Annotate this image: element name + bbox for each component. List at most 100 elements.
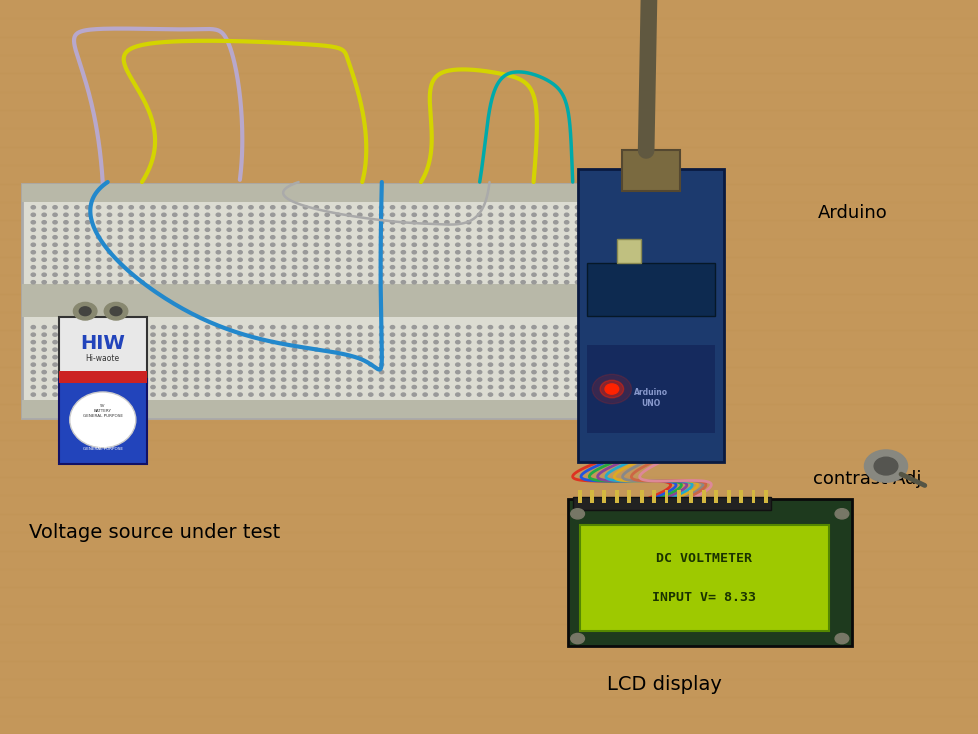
Circle shape <box>74 371 79 374</box>
Circle shape <box>575 258 579 261</box>
Circle shape <box>205 326 209 329</box>
Circle shape <box>282 258 286 261</box>
Circle shape <box>510 333 513 336</box>
Circle shape <box>292 385 296 389</box>
Circle shape <box>74 206 79 209</box>
Circle shape <box>542 371 547 374</box>
Circle shape <box>97 393 101 396</box>
Circle shape <box>379 243 383 247</box>
Circle shape <box>248 333 253 336</box>
Circle shape <box>259 371 264 374</box>
Circle shape <box>499 213 503 217</box>
Circle shape <box>607 250 611 254</box>
Circle shape <box>325 363 329 366</box>
Circle shape <box>292 341 296 344</box>
Circle shape <box>205 266 209 269</box>
Circle shape <box>455 273 460 276</box>
Circle shape <box>205 243 209 247</box>
Circle shape <box>282 273 286 276</box>
Circle shape <box>129 326 133 329</box>
Circle shape <box>488 378 492 381</box>
Circle shape <box>259 228 264 231</box>
Circle shape <box>640 333 645 336</box>
Circle shape <box>161 228 166 231</box>
Circle shape <box>108 213 111 217</box>
Circle shape <box>172 228 177 231</box>
Circle shape <box>183 221 188 224</box>
Circle shape <box>74 266 79 269</box>
Circle shape <box>607 221 611 224</box>
Circle shape <box>161 378 166 381</box>
Circle shape <box>151 363 156 366</box>
Circle shape <box>575 385 579 389</box>
Circle shape <box>73 302 97 320</box>
Circle shape <box>368 341 373 344</box>
Circle shape <box>455 385 460 389</box>
Circle shape <box>97 348 101 352</box>
Circle shape <box>108 221 111 224</box>
Circle shape <box>379 333 383 336</box>
Circle shape <box>357 363 362 366</box>
Circle shape <box>97 236 101 239</box>
Circle shape <box>151 355 156 359</box>
Circle shape <box>444 341 449 344</box>
Circle shape <box>586 378 590 381</box>
Circle shape <box>42 206 46 209</box>
Circle shape <box>118 266 122 269</box>
Circle shape <box>346 250 351 254</box>
Circle shape <box>455 280 460 284</box>
Circle shape <box>270 326 275 329</box>
Circle shape <box>346 348 351 352</box>
Circle shape <box>205 348 209 352</box>
Circle shape <box>53 250 57 254</box>
Circle shape <box>205 213 209 217</box>
Circle shape <box>259 243 264 247</box>
Circle shape <box>455 333 460 336</box>
Circle shape <box>282 213 286 217</box>
Circle shape <box>140 333 144 336</box>
Circle shape <box>227 371 231 374</box>
Circle shape <box>520 280 525 284</box>
Circle shape <box>477 213 481 217</box>
Circle shape <box>42 371 46 374</box>
Circle shape <box>216 355 220 359</box>
Circle shape <box>292 326 296 329</box>
Circle shape <box>651 250 655 254</box>
Circle shape <box>467 341 470 344</box>
Circle shape <box>510 250 513 254</box>
Circle shape <box>282 221 286 224</box>
Circle shape <box>357 250 362 254</box>
Circle shape <box>335 236 340 239</box>
Circle shape <box>129 273 133 276</box>
Circle shape <box>488 243 492 247</box>
Circle shape <box>259 385 264 389</box>
Circle shape <box>520 355 525 359</box>
Circle shape <box>216 326 220 329</box>
Circle shape <box>357 341 362 344</box>
Circle shape <box>161 363 166 366</box>
Circle shape <box>401 250 405 254</box>
Circle shape <box>379 385 383 389</box>
Circle shape <box>53 326 57 329</box>
Circle shape <box>477 348 481 352</box>
Circle shape <box>216 333 220 336</box>
Circle shape <box>553 280 557 284</box>
Circle shape <box>42 341 46 344</box>
Circle shape <box>118 355 122 359</box>
Circle shape <box>586 228 590 231</box>
Circle shape <box>401 243 405 247</box>
Circle shape <box>85 258 90 261</box>
Circle shape <box>531 243 536 247</box>
Circle shape <box>270 273 275 276</box>
Circle shape <box>216 363 220 366</box>
Circle shape <box>42 385 46 389</box>
Bar <box>22 184 687 203</box>
Circle shape <box>216 348 220 352</box>
Circle shape <box>346 363 351 366</box>
Circle shape <box>607 393 611 396</box>
Circle shape <box>422 385 426 389</box>
Circle shape <box>303 266 307 269</box>
Circle shape <box>422 243 426 247</box>
Circle shape <box>477 385 481 389</box>
Circle shape <box>531 348 536 352</box>
